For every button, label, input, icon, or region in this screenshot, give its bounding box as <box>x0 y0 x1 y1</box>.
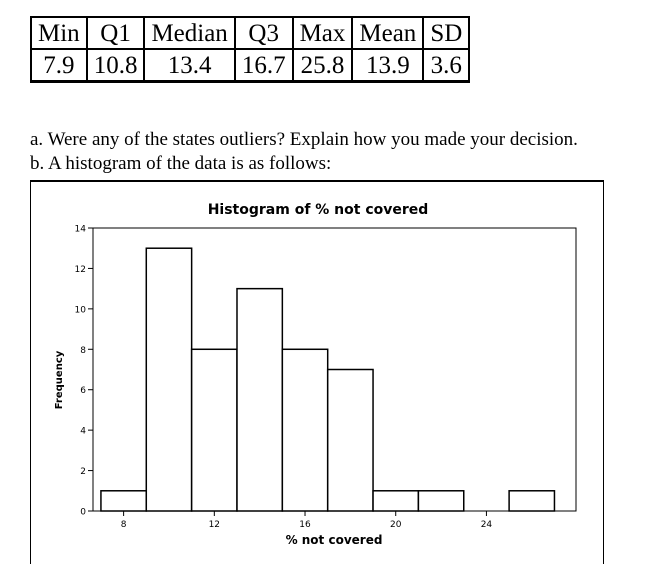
histogram-bar-5 <box>326 368 374 512</box>
histogram-bars <box>100 247 556 512</box>
histogram-bar-3 <box>236 287 284 512</box>
stats-value-mean: 13.9 <box>351 48 425 83</box>
x-tick-label-8: 8 <box>121 520 127 530</box>
histogram-bar-2 <box>190 348 238 512</box>
stats-header-row: Min Q1 Median Q3 Max Mean SD <box>30 16 471 50</box>
histogram-figure-frame <box>30 180 604 564</box>
histogram-bar-4 <box>281 348 329 512</box>
chart-x-axis-label: % not covered <box>286 533 383 547</box>
chart-y-axis-label: Frequency <box>54 350 65 409</box>
stats-value-sd: 3.6 <box>422 48 471 83</box>
stats-header-mean: Mean <box>351 16 425 50</box>
y-tick-label-12: 12 <box>75 265 86 275</box>
stats-value-min: 7.9 <box>30 48 88 83</box>
summary-stats-table: Min Q1 Median Q3 Max Mean SD 7.9 10.8 13… <box>30 16 471 83</box>
question-b: b. A histogram of the data is as follows… <box>30 153 332 174</box>
y-tick-label-4: 4 <box>80 427 86 437</box>
plot-area-border <box>92 227 577 512</box>
x-tick-label-24: 24 <box>481 520 493 530</box>
stats-header-sd: SD <box>422 16 471 50</box>
histogram-bar-7 <box>417 490 465 512</box>
question-a: a. Were any of the states outliers? Expl… <box>30 129 578 150</box>
x-tick-label-12: 12 <box>209 520 220 530</box>
stats-header-q1: Q1 <box>85 16 146 50</box>
y-tick-label-10: 10 <box>75 305 87 315</box>
x-tick-label-16: 16 <box>299 520 311 530</box>
x-tick-label-20: 20 <box>390 520 402 530</box>
y-tick-label-2: 2 <box>80 467 86 477</box>
stats-header-max: Max <box>291 16 354 50</box>
y-tick-label-6: 6 <box>80 386 86 396</box>
histogram-bar-6 <box>372 490 420 512</box>
stats-value-row: 7.9 10.8 13.4 16.7 25.8 13.9 3.6 <box>30 48 471 83</box>
stats-header-q3: Q3 <box>233 16 294 50</box>
stats-value-q3: 16.7 <box>233 48 294 83</box>
stats-value-max: 25.8 <box>291 48 354 83</box>
y-tick-label-14: 14 <box>75 225 87 235</box>
histogram-bar-1 <box>145 247 193 512</box>
stats-header-min: Min <box>30 16 88 50</box>
stats-header-median: Median <box>143 16 236 50</box>
histogram-bar-0 <box>100 490 148 512</box>
chart-title: Histogram of % not covered <box>208 202 429 218</box>
stats-value-median: 13.4 <box>143 48 236 83</box>
stats-value-q1: 10.8 <box>85 48 146 83</box>
y-tick-label-0: 0 <box>80 508 86 518</box>
y-tick-label-8: 8 <box>80 346 86 356</box>
histogram-bar-9 <box>508 490 556 512</box>
